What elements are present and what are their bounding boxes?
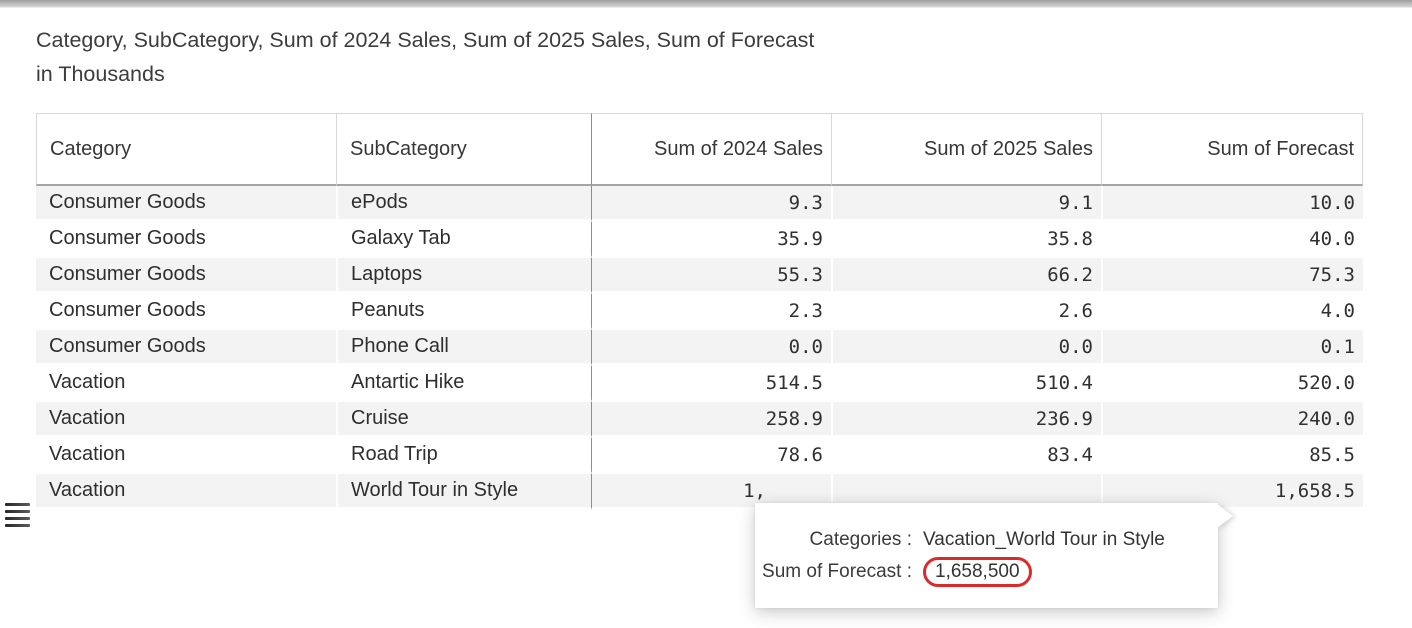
cell-category[interactable]: Consumer Goods	[36, 258, 336, 294]
cell-category[interactable]: Consumer Goods	[36, 294, 336, 330]
cell-category[interactable]: Consumer Goods	[36, 330, 336, 366]
occluded-area	[766, 496, 823, 497]
cell-sales-2025[interactable]: 83.4	[831, 438, 1101, 474]
cell-subcategory[interactable]: World Tour in Style	[336, 474, 591, 510]
cell-sales-2025[interactable]: 510.4	[831, 366, 1101, 402]
cell-subcategory[interactable]: Peanuts	[336, 294, 591, 330]
cell-subcategory[interactable]: Phone Call	[336, 330, 591, 366]
cell-forecast[interactable]: 75.3	[1101, 258, 1363, 294]
tooltip-highlighted-value: 1,658,500	[935, 561, 1020, 582]
visual-title: Category, SubCategory, Sum of 2024 Sales…	[36, 23, 814, 91]
column-header-2025-sales[interactable]: Sum of 2025 Sales	[831, 113, 1101, 186]
tooltip-arrow	[1217, 504, 1233, 528]
table-row[interactable]: Consumer Goods Galaxy Tab 35.9 35.8 40.0	[36, 222, 1363, 258]
cell-subcategory[interactable]: Cruise	[336, 402, 591, 438]
red-highlight-annotation: 1,658,500	[923, 557, 1032, 587]
cell-subcategory[interactable]: Road Trip	[336, 438, 591, 474]
cell-category[interactable]: Consumer Goods	[36, 222, 336, 258]
tooltip-label: Sum of Forecast :	[762, 561, 912, 582]
visual-title-line2: in Thousands	[36, 62, 165, 86]
table-row[interactable]: Vacation Road Trip 78.6 83.4 85.5	[36, 438, 1363, 474]
table-row[interactable]: Vacation Antartic Hike 514.5 510.4 520.0	[36, 366, 1363, 402]
cell-sales-2025[interactable]: 66.2	[831, 258, 1101, 294]
cell-sales-2025[interactable]: 0.0	[831, 330, 1101, 366]
tooltip-value: Vacation_World Tour in Style	[923, 529, 1165, 550]
lines-handle-bar	[5, 517, 30, 520]
data-table: Category SubCategory Sum of 2024 Sales S…	[36, 113, 1363, 510]
table-row[interactable]: Consumer Goods Peanuts 2.3 2.6 4.0	[36, 294, 1363, 330]
cell-sales-2024[interactable]: 9.3	[591, 186, 831, 222]
cell-category[interactable]: Vacation	[36, 402, 336, 438]
cell-forecast[interactable]: 520.0	[1101, 366, 1363, 402]
tooltip-row-categories: Categories : Vacation_World Tour in Styl…	[755, 529, 1218, 551]
tooltip: Categories : Vacation_World Tour in Styl…	[755, 503, 1218, 608]
lines-handle-bar	[5, 503, 30, 506]
cell-sales-2025[interactable]: 9.1	[831, 186, 1101, 222]
tooltip-row-forecast: Sum of Forecast : 1,658,500	[755, 557, 1218, 587]
visual-title-line1: Category, SubCategory, Sum of 2024 Sales…	[36, 28, 815, 52]
table-row[interactable]: Vacation Cruise 258.9 236.9 240.0	[36, 402, 1363, 438]
tooltip-label: Categories :	[809, 529, 912, 550]
cell-subcategory[interactable]: Antartic Hike	[336, 366, 591, 402]
cell-sales-2025[interactable]: 2.6	[831, 294, 1101, 330]
cell-subcategory[interactable]: Laptops	[336, 258, 591, 294]
cell-forecast[interactable]: 4.0	[1101, 294, 1363, 330]
cell-sales-2025[interactable]: 35.8	[831, 222, 1101, 258]
column-header-subcategory[interactable]: SubCategory	[336, 113, 591, 186]
cell-sales-2024[interactable]: 35.9	[591, 222, 831, 258]
column-header-2024-sales[interactable]: Sum of 2024 Sales	[591, 113, 831, 186]
cell-subcategory[interactable]: Galaxy Tab	[336, 222, 591, 258]
table-row[interactable]: Consumer Goods Laptops 55.3 66.2 75.3	[36, 258, 1363, 294]
table-header: Category SubCategory Sum of 2024 Sales S…	[36, 113, 1363, 186]
column-header-category[interactable]: Category	[36, 113, 336, 186]
lines-handle-icon[interactable]	[5, 503, 30, 527]
cell-subcategory[interactable]: ePods	[336, 186, 591, 222]
table-row[interactable]: Consumer Goods ePods 9.3 9.1 10.0	[36, 186, 1363, 222]
cell-forecast[interactable]: 240.0	[1101, 402, 1363, 438]
cell-sales-2024[interactable]: 2.3	[591, 294, 831, 330]
cell-category[interactable]: Vacation	[36, 438, 336, 474]
table-row[interactable]: Consumer Goods Phone Call 0.0 0.0 0.1	[36, 330, 1363, 366]
cell-sales-2025[interactable]: 236.9	[831, 402, 1101, 438]
window-top-bar	[0, 0, 1412, 8]
cell-category[interactable]: Vacation	[36, 474, 336, 510]
cell-category[interactable]: Vacation	[36, 366, 336, 402]
cell-sales-2024[interactable]: 78.6	[591, 438, 831, 474]
cell-sales-2024[interactable]: 514.5	[591, 366, 831, 402]
cell-sales-2024[interactable]: 55.3	[591, 258, 831, 294]
cell-forecast[interactable]: 0.1	[1101, 330, 1363, 366]
cell-forecast[interactable]: 40.0	[1101, 222, 1363, 258]
table-body: Consumer Goods ePods 9.3 9.1 10.0 Consumer Go…	[36, 186, 1363, 510]
cell-sales-2024[interactable]: 258.9	[591, 402, 831, 438]
lines-handle-bar	[5, 510, 30, 513]
column-header-forecast[interactable]: Sum of Forecast	[1101, 113, 1363, 186]
cell-forecast[interactable]: 10.0	[1101, 186, 1363, 222]
tooltip-value: 1,658,500	[923, 557, 1032, 587]
cell-forecast[interactable]: 85.5	[1101, 438, 1363, 474]
lines-handle-bar	[5, 524, 30, 527]
cell-category[interactable]: Consumer Goods	[36, 186, 336, 222]
cell-sales-2024[interactable]: 0.0	[591, 330, 831, 366]
